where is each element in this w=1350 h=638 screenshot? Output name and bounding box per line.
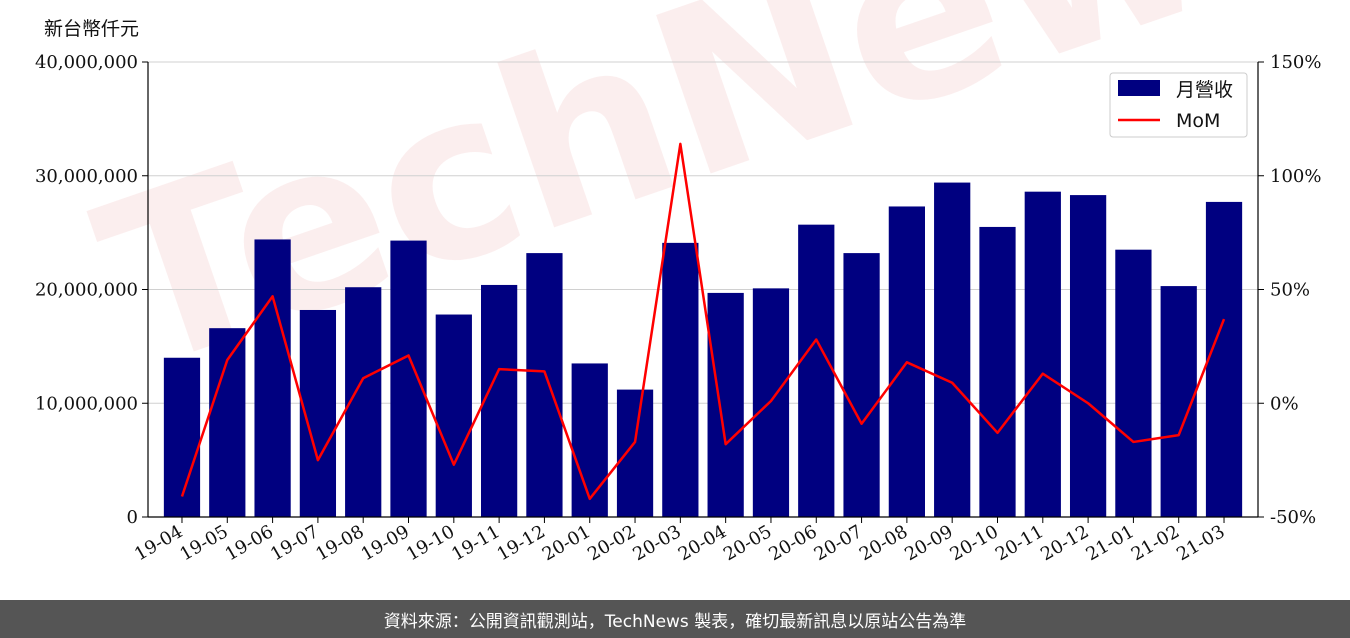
bar	[571, 363, 608, 517]
bar	[254, 239, 291, 517]
x-tick-label: 20-01	[539, 521, 594, 565]
bar	[1205, 201, 1243, 517]
bar	[1115, 249, 1152, 517]
x-tick-label: 20-12	[1037, 521, 1092, 565]
x-tick-label: 19-05	[176, 521, 231, 565]
x-tick-label: 20-02	[584, 521, 639, 565]
bar	[798, 224, 835, 517]
x-tick-label: 20-11	[992, 521, 1047, 565]
bar	[163, 357, 201, 517]
y2-tick-label: 0%	[1270, 393, 1299, 414]
x-tick-label: 20-06	[765, 521, 820, 565]
bar	[843, 253, 880, 517]
y-tick-label: 10,000,000	[35, 393, 138, 414]
x-tick-label: 20-08	[856, 521, 911, 565]
bar	[662, 242, 699, 518]
x-tick-label: 19-10	[403, 521, 458, 565]
y2-tick-label: 150%	[1270, 52, 1321, 73]
x-tick-label: 21-02	[1128, 521, 1183, 565]
bar	[616, 389, 654, 517]
y-tick-label: 20,000,000	[35, 280, 138, 301]
mom-series	[180, 142, 1226, 501]
y2-tick-label: 100%	[1270, 166, 1321, 187]
bar	[435, 314, 472, 517]
y2-tick-label: 50%	[1270, 280, 1310, 301]
y-tick-label: 30,000,000	[35, 166, 138, 187]
y-tick-label: 0	[127, 507, 138, 528]
y-axis-title: 新台幣仟元	[44, 18, 140, 40]
legend-swatch-bar	[1118, 80, 1160, 96]
bar	[934, 182, 971, 517]
bar	[390, 240, 427, 517]
x-tick-label: 20-04	[675, 521, 730, 565]
footer-source-note: 資料來源：公開資訊觀測站，TechNews 製表，確切最新訊息以原站公告為準	[0, 600, 1350, 638]
x-tick-label: 20-10	[947, 521, 1002, 565]
bar	[707, 292, 744, 517]
x-tick-label: 21-01	[1082, 521, 1137, 565]
bar	[481, 284, 518, 517]
x-tick-label: 19-09	[358, 521, 413, 565]
mom-line	[180, 142, 1226, 501]
bar	[1024, 191, 1061, 518]
y-tick-label: 40,000,000	[35, 52, 138, 73]
legend-label-revenue: 月營收	[1176, 79, 1233, 101]
x-tick-label: 21-03	[1173, 521, 1228, 565]
x-tick-label: 20-07	[811, 521, 866, 565]
x-tick-label: 20-09	[901, 521, 956, 565]
x-tick-label: 20-03	[629, 521, 684, 565]
bar	[979, 226, 1016, 517]
bar	[526, 253, 563, 517]
x-tick-label: 20-05	[720, 521, 775, 565]
bar	[209, 328, 246, 517]
revenue-chart: TechNews 010,000,00020,000,00030,000,000…	[35, 0, 1350, 565]
y2-tick-label: -50%	[1270, 507, 1316, 528]
x-tick-label: 19-04	[131, 521, 186, 565]
x-tick-label: 19-08	[312, 521, 367, 565]
bar	[1069, 195, 1107, 517]
x-tick-label: 19-11	[448, 521, 503, 565]
x-tick-label: 19-12	[493, 521, 548, 565]
x-tick-label: 19-07	[267, 521, 322, 565]
legend-label-mom: MoM	[1176, 110, 1220, 132]
x-tick-label: 19-06	[222, 521, 277, 565]
legend: 月營收 MoM	[1109, 72, 1248, 138]
